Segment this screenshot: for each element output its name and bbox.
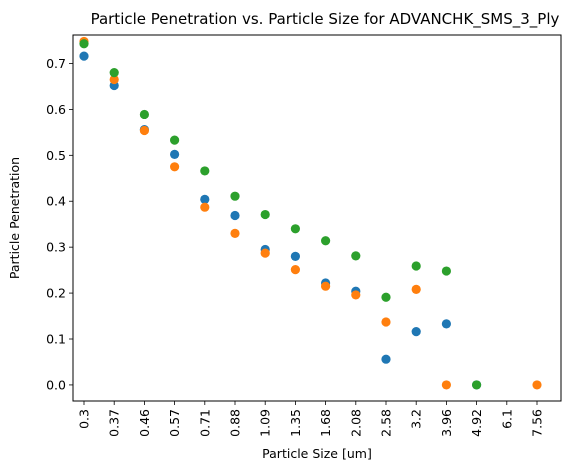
data-point <box>200 166 209 175</box>
x-tick-label: 0.57 <box>167 409 182 437</box>
x-axis-label: Particle Size [um] <box>262 446 372 461</box>
x-tick-label: 0.71 <box>197 409 212 437</box>
y-tick-label: 0.1 <box>46 332 66 347</box>
x-tick-label: 4.92 <box>469 409 484 437</box>
y-tick-label: 0.5 <box>46 148 66 163</box>
x-tick-label: 1.68 <box>318 409 333 437</box>
data-point <box>230 192 239 201</box>
x-tick-label: 0.46 <box>137 409 152 437</box>
series-2 <box>79 37 541 390</box>
data-point <box>442 380 451 389</box>
data-point <box>321 236 330 245</box>
data-point <box>79 52 88 61</box>
data-point <box>170 162 179 171</box>
y-tick-label: 0.4 <box>46 194 66 209</box>
data-point <box>412 327 421 336</box>
plot-area <box>79 37 541 390</box>
data-point <box>291 265 300 274</box>
x-tick-label: 7.56 <box>530 409 545 437</box>
axes-frame <box>73 35 561 401</box>
data-point <box>261 249 270 258</box>
data-point <box>472 380 481 389</box>
data-point <box>381 293 390 302</box>
data-point <box>140 126 149 135</box>
data-point <box>532 380 541 389</box>
y-tick-label: 0.7 <box>46 56 66 71</box>
data-point <box>170 136 179 145</box>
x-tick-label: 1.35 <box>288 409 303 437</box>
data-point <box>321 282 330 291</box>
x-tick-label: 3.96 <box>439 409 454 437</box>
data-point <box>351 290 360 299</box>
data-point <box>230 211 239 220</box>
data-point <box>351 251 360 260</box>
data-point <box>110 68 119 77</box>
data-point <box>79 39 88 48</box>
y-tick-label: 0.0 <box>46 377 66 392</box>
data-point <box>291 252 300 261</box>
data-point <box>140 110 149 119</box>
y-axis-label: Particle Penetration <box>7 157 22 279</box>
data-point <box>412 285 421 294</box>
y-tick-label: 0.3 <box>46 240 66 255</box>
data-point <box>291 224 300 233</box>
data-point <box>170 150 179 159</box>
y-tick-label: 0.6 <box>46 102 66 117</box>
data-point <box>442 266 451 275</box>
x-tick-label: 0.37 <box>107 409 122 437</box>
series-1 <box>79 52 481 390</box>
data-point <box>200 203 209 212</box>
x-tick-label: 0.88 <box>228 409 243 437</box>
x-tick-label: 2.08 <box>348 409 363 437</box>
data-point <box>381 355 390 364</box>
y-tick-label: 0.2 <box>46 286 66 301</box>
x-tick-label: 0.3 <box>77 409 92 429</box>
x-tick-label: 3.2 <box>409 409 424 429</box>
data-point <box>230 229 239 238</box>
x-tick-label: 6.1 <box>499 409 514 429</box>
data-point <box>412 261 421 270</box>
series-3 <box>79 39 481 389</box>
data-point <box>442 319 451 328</box>
x-tick-label: 2.58 <box>379 409 394 437</box>
x-tick-label: 1.09 <box>258 409 273 437</box>
chart-title: Particle Penetration vs. Particle Size f… <box>91 10 560 29</box>
data-point <box>261 210 270 219</box>
data-point <box>381 317 390 326</box>
